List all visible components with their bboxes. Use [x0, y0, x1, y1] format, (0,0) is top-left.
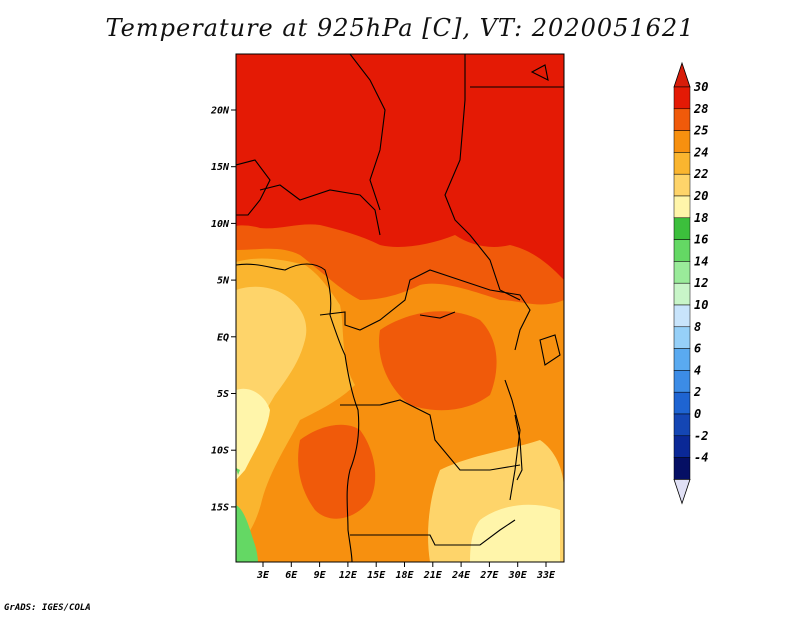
colorbar-swatch	[673, 239, 691, 262]
lon-label: 24E	[451, 570, 471, 581]
colorbar-label: 10	[694, 298, 708, 312]
lake-tanganyika	[504, 379, 521, 501]
colorbar-swatch	[673, 282, 691, 306]
field-30-band	[236, 54, 564, 280]
colorbar-label: 20	[693, 189, 708, 203]
colorbar-swatch	[673, 217, 691, 240]
lat-label: 5N	[217, 276, 230, 287]
colorbar-swatch	[673, 261, 691, 284]
border-west-africa	[236, 159, 271, 216]
boundaries	[236, 54, 564, 562]
border-congo-river	[419, 311, 456, 319]
colorbar-swatch	[673, 86, 691, 110]
lon-label: 21E	[423, 570, 443, 581]
colorbar-label: 4	[694, 363, 701, 377]
lat-label: 15S	[211, 502, 229, 513]
colorbar-swatch	[673, 391, 691, 415]
lon-label: 18E	[395, 570, 414, 581]
colorbar-swatch	[673, 130, 691, 153]
longitude-axis: 3E 6E 9E 12E 15E 18E 21E 24E 27E 30E 33E	[256, 562, 556, 581]
colorbar-swatch	[673, 152, 691, 175]
colorbar-label: 16	[694, 233, 708, 247]
lat-label: EQ	[217, 332, 229, 343]
colorbar-label: 30	[693, 80, 708, 94]
colorbar-label: 12	[694, 276, 708, 290]
lat-label: 5S	[217, 389, 229, 400]
lat-label: 10S	[211, 446, 229, 457]
lat-label: 15N	[211, 162, 230, 173]
footer-credit: GrADS: IGES/COLA	[4, 603, 91, 613]
lon-label: 12E	[339, 570, 358, 581]
border-niger-chad	[349, 54, 386, 211]
colorbar-swatch	[673, 304, 691, 328]
colorbar-swatch	[673, 348, 691, 371]
field-20-band-west	[236, 388, 270, 480]
border-namibia	[350, 519, 516, 546]
lon-label: 3E	[256, 570, 270, 581]
border-car-congo	[319, 269, 531, 351]
colorbar-label: 25	[693, 124, 708, 138]
lon-label: 30E	[508, 570, 528, 581]
border-drc-angola-zambia	[340, 399, 521, 471]
field-16-patch-west	[236, 468, 240, 475]
colorbar-label: 14	[694, 254, 708, 268]
latitude-axis: 20N 15N 10N 5N EQ 5S 10S 15S	[210, 106, 236, 513]
colorbar-label: 6	[694, 342, 701, 356]
lon-label: 6E	[285, 570, 298, 581]
colorbar-swatch	[673, 108, 691, 131]
field-16-band-southwest	[236, 505, 258, 562]
lake-victoria	[539, 334, 561, 366]
coast-northeast	[530, 64, 549, 81]
lon-label: 27E	[479, 570, 499, 581]
lon-label: 9E	[314, 570, 327, 581]
lake-malawi	[514, 414, 523, 481]
colorbar-swatch	[673, 457, 691, 480]
lon-label: 15E	[367, 570, 386, 581]
colorbar-swatch	[673, 413, 691, 437]
field-28-band-congo	[379, 311, 497, 411]
lat-label: 10N	[211, 219, 230, 230]
colorbar-label: -4	[694, 451, 708, 465]
colorbar-bottom-arrow	[673, 479, 691, 505]
map-frame	[235, 53, 565, 563]
colorbar-label: 28	[693, 102, 708, 116]
colorbar-swatch	[673, 195, 691, 219]
lon-label: 33E	[536, 570, 556, 581]
colorbar-swatch	[673, 435, 691, 458]
colorbar-label: 8	[694, 320, 701, 334]
colorbar-label: 22	[693, 167, 708, 181]
border-sahel	[259, 184, 381, 236]
map-title: Temperature at 925hPa [C], VT: 202005162…	[105, 14, 695, 42]
border-chad-sudan	[444, 54, 521, 301]
temperature-field	[236, 54, 564, 562]
colorbar-top-arrow	[673, 61, 691, 88]
colorbar-label: 18	[694, 211, 708, 225]
colorbar-label: 2	[693, 385, 701, 399]
colorbar-swatch	[673, 326, 691, 349]
colorbar-label: 24	[693, 145, 708, 159]
colorbar-label: -2	[694, 429, 708, 443]
colorbar-label: 0	[694, 407, 701, 421]
lat-label: 20N	[210, 106, 230, 117]
field-20-band-southeast	[470, 504, 560, 562]
atlantic-coastline	[236, 263, 360, 562]
colorbar-swatch	[673, 370, 691, 393]
colorbar-swatch	[673, 173, 691, 197]
